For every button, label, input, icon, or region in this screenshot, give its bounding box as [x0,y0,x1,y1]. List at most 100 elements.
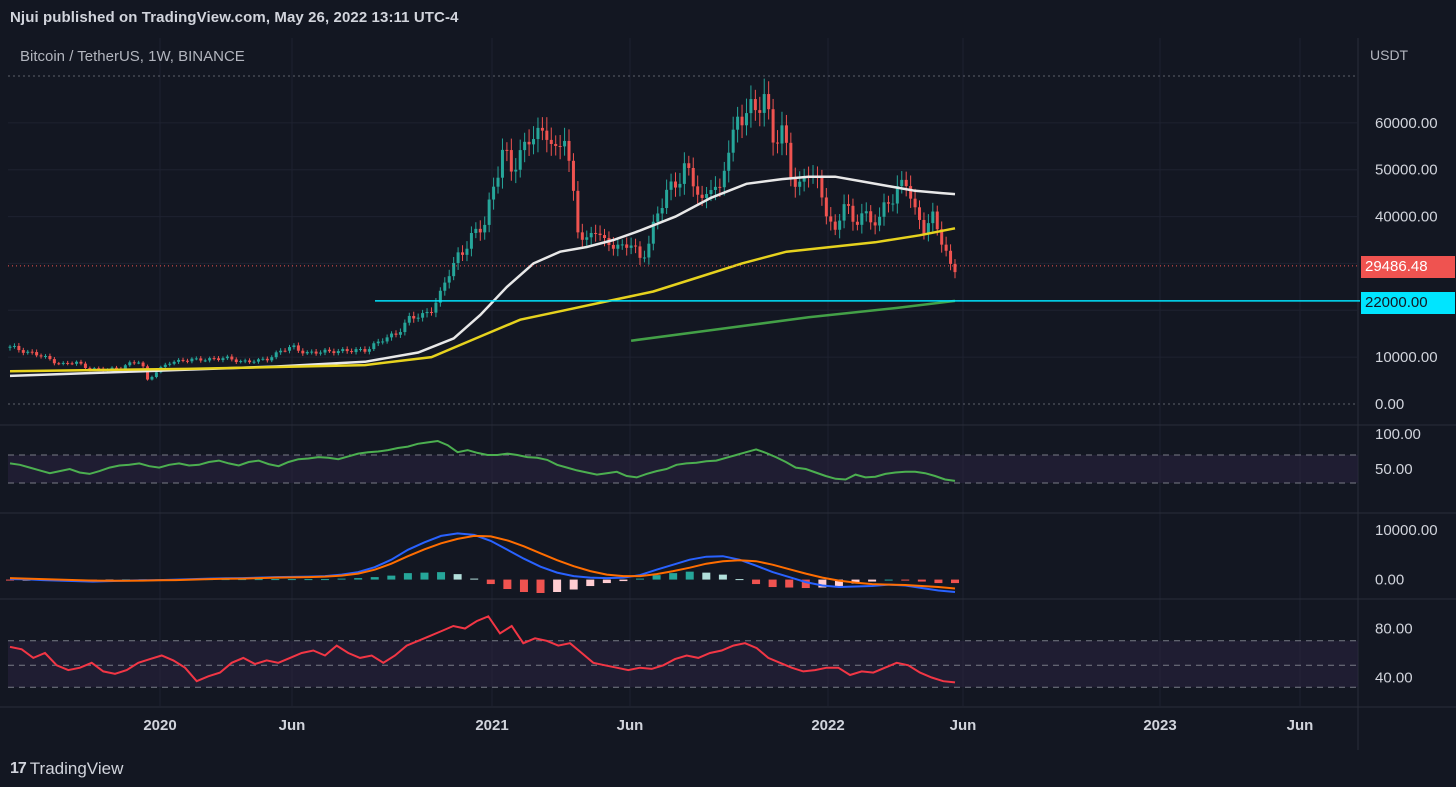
candle-body [66,362,70,364]
candle-body [895,186,899,204]
macd-histogram-bar [536,579,545,593]
oscillator-bands [8,454,1358,688]
candle-body [913,198,917,208]
candle-body [798,181,802,187]
candle-body [855,221,859,225]
yellow-moving-average [9,227,956,373]
candle-body [629,245,633,248]
candle-body [239,361,243,363]
candle-body [381,341,385,343]
candle-body [953,263,957,273]
candle-body [731,129,735,153]
time-axis: 2020 Jun 2021 Jun 2022 Jun 2023 Jun [143,717,1313,734]
tradingview-logo-text: TradingView [29,759,124,778]
candle-body [461,252,465,255]
candle-body [642,257,646,259]
date-tick-label: 2023 [1143,717,1176,734]
candle-body [279,350,283,353]
macd-histogram-bar [403,573,412,580]
candle-body [762,94,766,113]
candle-body [345,349,349,352]
candle-body [567,140,571,161]
candle-body [540,127,544,131]
bottom-bar: 17 TradingView [0,750,1456,787]
candle-body [496,177,500,187]
candle-body [354,349,358,353]
candle-body [665,189,669,209]
candle-body [616,244,620,249]
candle-body [75,361,79,364]
macd-histogram-bar [271,579,280,581]
candle-body [682,163,686,184]
candle-body [376,341,380,344]
candle-body [110,367,114,370]
macd-histogram-bar [321,579,329,581]
macd-histogram-bar [602,579,611,584]
macd-histogram-bar [370,577,379,580]
candle-body [483,224,487,233]
candle-body [394,333,398,335]
candle-body [673,181,677,188]
candle-body [225,356,229,359]
white-moving-average [9,175,956,378]
candle-body [123,365,127,369]
candle-body [793,178,797,187]
candle-body [234,359,238,363]
candle-body [469,232,473,249]
candle-body [838,220,842,230]
stoch-line [9,615,956,684]
candle-body [580,232,584,240]
candle-body [758,110,762,113]
macd-histogram-bar [868,579,877,582]
candle-body [780,125,784,144]
candle-body [429,311,433,313]
stoch-band [8,640,1358,688]
candle-body [208,358,212,361]
candle-body [554,143,558,146]
symbol-title[interactable]: Bitcoin / TetherUS, 1W, BINANCE [20,48,245,65]
candle-body [638,246,642,258]
candle-body [949,250,953,264]
candle-body [292,345,296,348]
macd-histogram-bar [304,579,313,581]
candle-body [713,186,717,190]
candle-body [128,362,132,366]
candle-body [452,262,456,277]
macd-histogram-bar [834,579,843,587]
candle-body [869,211,873,223]
candle-body [48,355,52,360]
candle-body [558,145,562,147]
macd-histogram-bar [669,573,678,580]
candle-body [487,199,491,225]
macd-histogram-bar [586,579,595,587]
chart-canvas[interactable]: 60000.0050000.0040000.0030000.0010000.00… [0,38,1456,750]
candle-body [749,99,753,114]
candle-body [509,150,513,172]
oscillator-panes [6,439,959,684]
candle-body [43,355,47,357]
macd-histogram-bar [453,574,462,580]
candle-body [660,208,664,214]
candle-body [753,99,757,111]
candle-body [820,177,824,198]
candle-body [669,181,673,190]
tradingview-logo[interactable]: 17 TradingView [10,759,123,779]
candle-body [518,150,522,170]
macd-histogram-bar [486,579,495,585]
candle-body [261,358,265,360]
candle-body [296,345,300,351]
candle-body [150,376,154,380]
rsi-line [9,439,956,482]
candle-body [314,351,318,354]
rsi-tick-label: 100.00 [1375,426,1421,443]
candle-body [873,222,877,226]
macd-histogram-bar [735,579,744,581]
candle-body [878,216,882,226]
candle-body [603,235,607,239]
candle-body [918,207,922,220]
candle-body [447,276,451,283]
candle-body [141,362,145,367]
candle-body [61,362,65,364]
candle-body [252,361,256,363]
candle-body [367,349,371,352]
